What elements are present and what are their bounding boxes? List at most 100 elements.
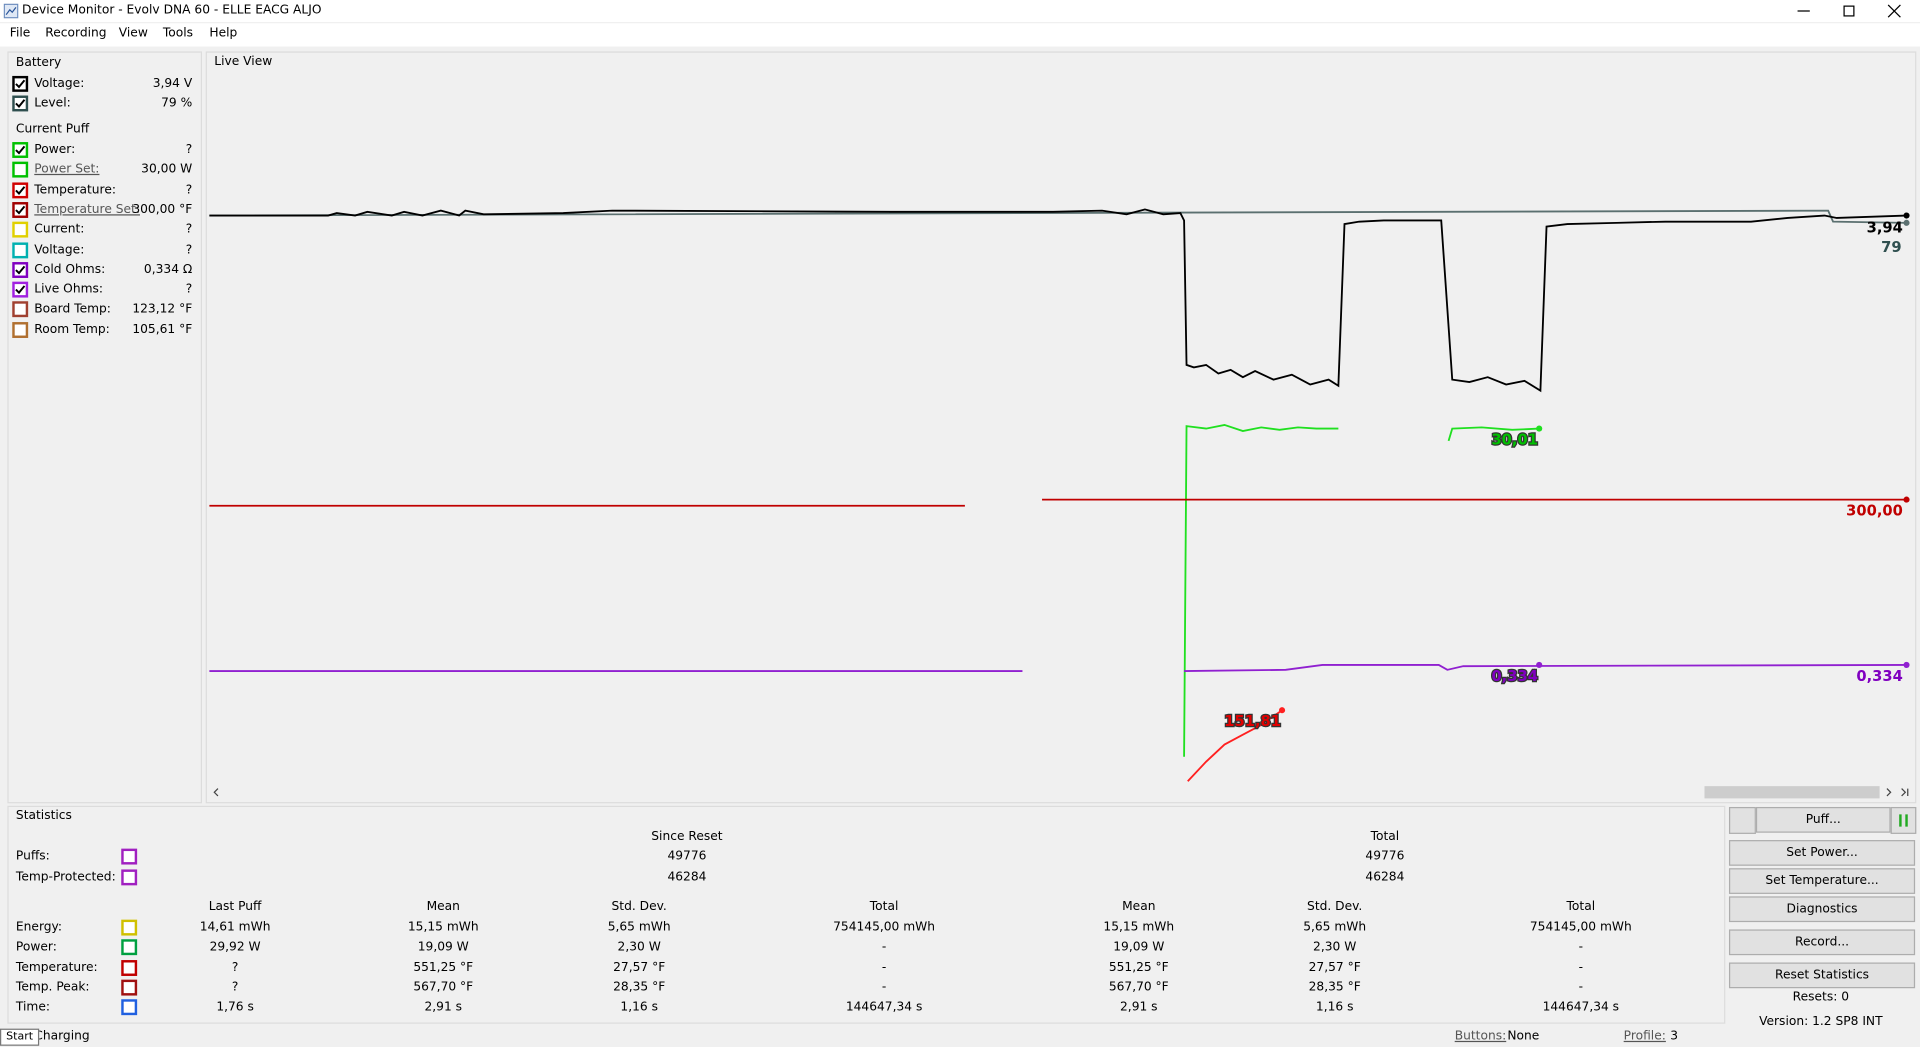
series-checkbox[interactable]: [12, 142, 29, 158]
scroll-left[interactable]: [212, 787, 222, 797]
stat-value: -: [881, 940, 887, 955]
column-header: Total: [869, 900, 899, 914]
action-button[interactable]: Diagnostics: [1728, 896, 1916, 923]
stat-checkbox[interactable]: [121, 999, 138, 1016]
series-label: Board Temp:: [34, 302, 111, 317]
action-button[interactable]: Set Temperature...: [1728, 868, 1916, 894]
resets-text: Resets: 0: [1792, 990, 1850, 1005]
stat-label: Power:: [15, 940, 57, 955]
version-text: Version: 1.2 SP8 INT: [1759, 1015, 1883, 1029]
menu-item[interactable]: File: [9, 26, 31, 41]
voltage-trace: [209, 208, 1907, 393]
stat-value: 1,16 s: [620, 1000, 658, 1015]
group-header: Total: [1370, 830, 1400, 844]
series-checkbox[interactable]: [12, 241, 29, 258]
trace-label: 0,334: [1491, 668, 1537, 685]
stat-checkbox[interactable]: [121, 919, 138, 936]
column-header: Total: [1566, 900, 1596, 914]
stat-value: 551,25 °F: [1108, 960, 1169, 975]
live-view-chart: 3,94 79 30,01 300,00 0,334 0,334 151,81: [209, 208, 1910, 782]
series-checkbox[interactable]: [12, 75, 29, 92]
window-controls[interactable]: [1788, 0, 1920, 22]
series-value: 3,94 V: [152, 77, 193, 91]
stat-value: 551,25 °F: [413, 960, 474, 975]
stat-value: 2,30 W: [1313, 940, 1357, 955]
series-label[interactable]: Power Set:: [34, 163, 100, 177]
count-value: 49776: [1365, 849, 1405, 864]
live-view-title: Live View: [214, 55, 273, 69]
ohms-end: [1903, 661, 1910, 668]
action-button[interactable]: Record...: [1728, 929, 1916, 956]
series-value: ?: [185, 243, 193, 257]
action-button[interactable]: Reset Statistics: [1728, 962, 1916, 989]
series-value: ?: [185, 143, 193, 157]
stat-checkbox[interactable]: [121, 979, 138, 996]
scroll-thumb[interactable]: [1704, 786, 1880, 799]
stat-value: 28,35 °F: [1308, 980, 1361, 995]
count-label: Temp-Protected:: [15, 870, 116, 885]
menu-item[interactable]: Recording: [45, 26, 107, 41]
series-checkbox[interactable]: [12, 162, 29, 178]
series-checkbox[interactable]: [12, 301, 29, 318]
series-checkbox[interactable]: [12, 281, 29, 298]
series-label: Voltage:: [34, 77, 85, 91]
count-checkbox[interactable]: [121, 848, 138, 865]
title-bar: [0, 0, 1920, 23]
pause-button[interactable]: [1890, 806, 1917, 834]
buttons-label[interactable]: Buttons:: [1454, 1029, 1507, 1044]
scrollbar[interactable]: [208, 783, 1913, 801]
temp-set-end: [1903, 496, 1910, 503]
trace-label: 30,01: [1491, 432, 1537, 449]
temperature-trace: [1187, 709, 1283, 782]
column-header: Mean: [1122, 900, 1156, 914]
voltage-end: [1903, 212, 1910, 219]
trace-label: 151,81: [1224, 713, 1281, 730]
series-value: ?: [185, 223, 193, 237]
series-label: Temperature:: [34, 183, 116, 197]
power-trace: [1183, 423, 1540, 757]
series-checkbox[interactable]: [12, 321, 29, 338]
trace-label: 79: [1881, 239, 1901, 256]
stat-value: 15,15 mWh: [1103, 920, 1175, 935]
action-button[interactable]: Puff...: [1755, 806, 1891, 833]
stat-value: 5,65 mWh: [1303, 920, 1367, 935]
count-value: 46284: [667, 870, 707, 885]
series-value: 79 %: [161, 97, 193, 111]
menu-item[interactable]: Help: [209, 26, 238, 41]
series-checkbox[interactable]: [12, 221, 29, 238]
menu-item[interactable]: Tools: [162, 26, 194, 41]
puff-icon-button[interactable]: [1728, 806, 1756, 834]
stat-value: 2,30 W: [617, 940, 661, 955]
series-value: 105,61 °F: [132, 322, 193, 337]
cold-ohms-trace: [209, 664, 1907, 672]
stat-value: 754145,00 mWh: [833, 920, 936, 935]
stat-value: 2,91 s: [1120, 1000, 1158, 1015]
window-title: Device Monitor - Evolv DNA 60 - ELLE EAC…: [22, 3, 322, 18]
series-checkbox[interactable]: [12, 181, 29, 198]
series-checkbox[interactable]: [12, 261, 29, 278]
series-checkbox[interactable]: [12, 95, 29, 112]
profile-label[interactable]: Profile:: [1623, 1029, 1666, 1044]
stat-value: -: [1578, 980, 1584, 995]
menu-item[interactable]: View: [118, 26, 148, 41]
action-button[interactable]: Set Power...: [1728, 840, 1916, 866]
series-label: Power:: [34, 143, 76, 157]
stat-label: Temperature:: [15, 960, 98, 975]
series-checkbox[interactable]: [12, 201, 29, 218]
trace-label: 3,94: [1867, 220, 1903, 237]
series-label: Level:: [34, 97, 71, 111]
count-checkbox[interactable]: [121, 869, 138, 886]
charging-status: Charging: [34, 1029, 90, 1044]
stat-value: 19,09 W: [1113, 940, 1165, 955]
stat-value: 15,15 mWh: [407, 920, 479, 935]
series-label[interactable]: Temperature Set:: [34, 203, 140, 217]
power-end: [1536, 425, 1543, 432]
scroll-right[interactable]: [1883, 787, 1910, 797]
start-tooltip[interactable]: Start: [0, 1028, 40, 1046]
stat-value: 27,57 °F: [1308, 960, 1361, 975]
stat-value: -: [881, 960, 887, 975]
column-header: Std. Dev.: [1307, 900, 1363, 914]
stat-checkbox[interactable]: [121, 959, 138, 976]
stat-checkbox[interactable]: [121, 939, 138, 956]
